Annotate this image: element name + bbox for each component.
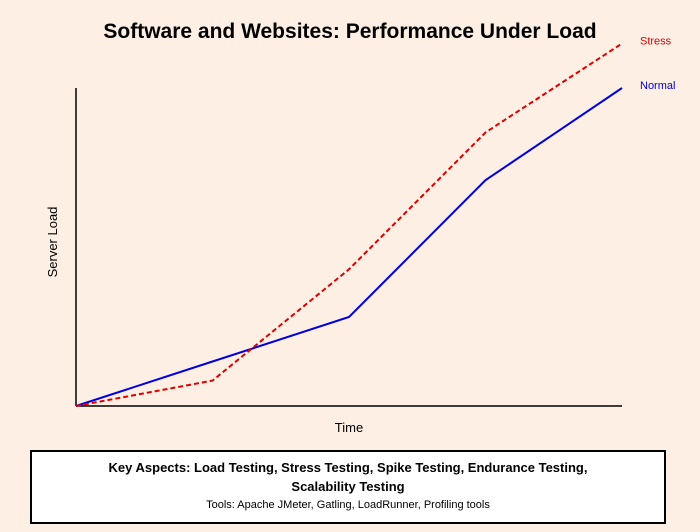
tools-text: Tools: Apache JMeter, Gatling, LoadRunne… bbox=[206, 499, 490, 511]
chart-axes bbox=[75, 88, 622, 407]
chart-plot: Time Server Load Normal Stress bbox=[45, 36, 675, 436]
legend-label-normal: Normal bbox=[640, 80, 675, 92]
legend-label-stress: Stress bbox=[640, 36, 672, 48]
info-box: Key Aspects: Load Testing, Stress Testin… bbox=[30, 450, 666, 524]
chart-title: Software and Websites: Performance Under… bbox=[103, 20, 597, 43]
series-line-normal bbox=[75, 87, 623, 407]
y-axis-label: Server Load bbox=[45, 207, 60, 278]
x-axis-label: Time bbox=[335, 420, 363, 435]
series-layer: Normal Stress bbox=[75, 36, 675, 407]
key-aspects-text: Key Aspects: Load Testing, Stress Testin… bbox=[108, 460, 588, 494]
series-line-stress bbox=[75, 42, 623, 407]
